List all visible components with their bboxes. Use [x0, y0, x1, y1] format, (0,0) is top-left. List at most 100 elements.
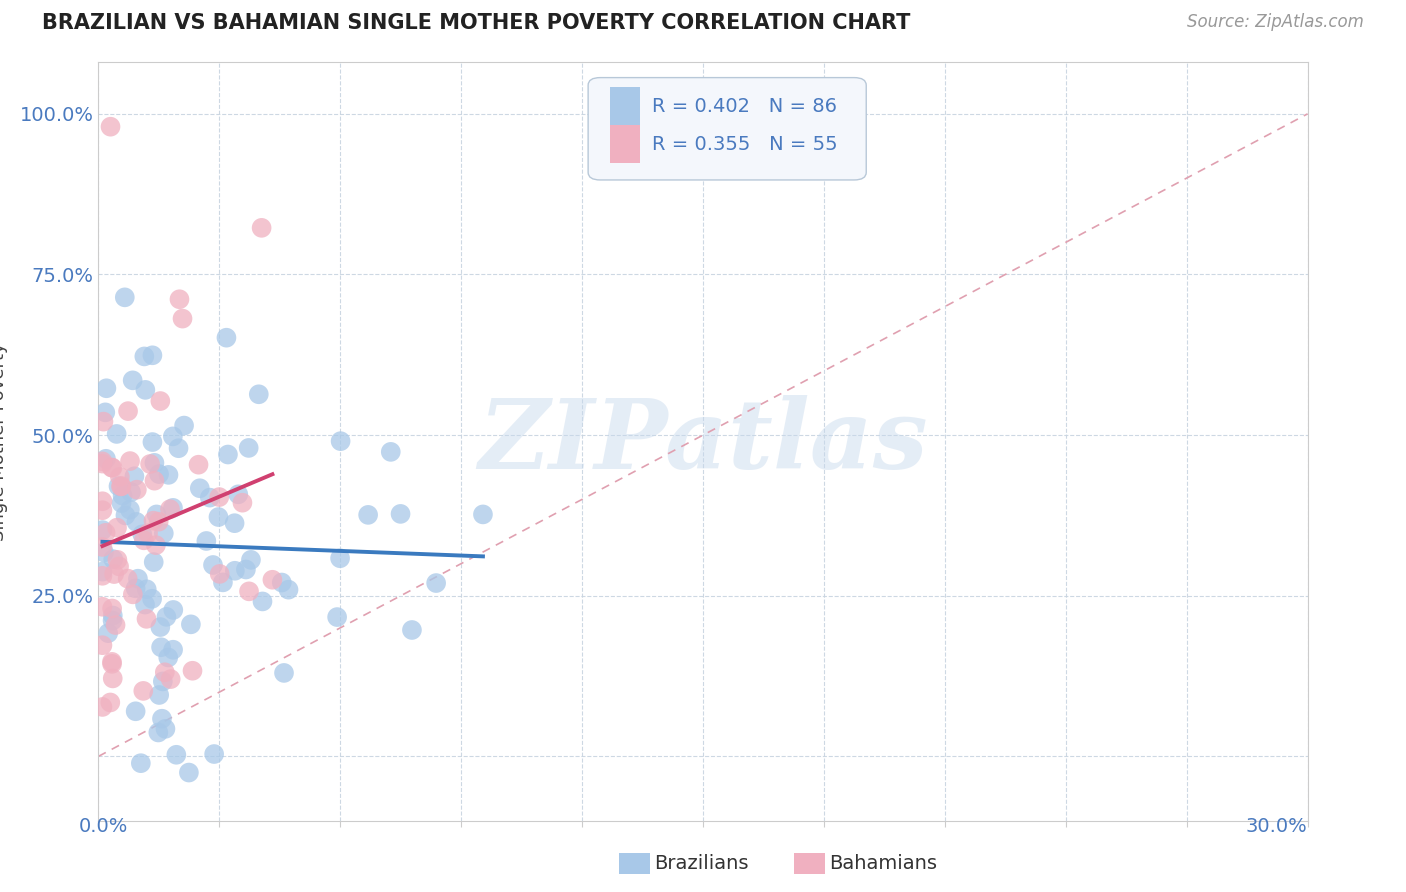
Point	[142, 555, 165, 569]
Point	[162, 603, 184, 617]
Point	[217, 448, 239, 462]
Point	[101, 672, 124, 686]
Point	[118, 502, 141, 516]
Text: ZIPatlas: ZIPatlas	[478, 394, 928, 489]
Point	[148, 467, 170, 481]
Point	[94, 451, 117, 466]
Point	[159, 672, 181, 686]
Point	[141, 591, 163, 606]
Point	[101, 657, 124, 671]
Point	[125, 515, 148, 529]
Point	[134, 350, 156, 364]
Point	[198, 491, 221, 505]
Point	[100, 460, 122, 475]
Point	[94, 525, 117, 540]
Point	[91, 540, 114, 554]
Point	[142, 514, 165, 528]
Text: BRAZILIAN VS BAHAMIAN SINGLE MOTHER POVERTY CORRELATION CHART: BRAZILIAN VS BAHAMIAN SINGLE MOTHER POVE…	[42, 13, 911, 33]
Point	[101, 601, 124, 615]
Point	[136, 526, 159, 541]
Point	[180, 617, 202, 632]
FancyBboxPatch shape	[610, 87, 640, 126]
Point	[202, 747, 225, 761]
Point	[172, 311, 194, 326]
Point	[91, 494, 114, 508]
Point	[91, 568, 114, 582]
Point	[98, 696, 121, 710]
Point	[93, 415, 115, 429]
Point	[231, 496, 253, 510]
Point	[149, 394, 172, 409]
Point	[91, 454, 114, 468]
Point	[181, 664, 204, 678]
Point	[148, 688, 170, 702]
Y-axis label: Single Mother Poverty: Single Mother Poverty	[0, 343, 8, 541]
Text: 30.0%: 30.0%	[1246, 817, 1308, 837]
FancyBboxPatch shape	[610, 126, 640, 163]
Point	[273, 665, 295, 680]
Point	[150, 712, 173, 726]
Point	[326, 610, 349, 624]
Point	[135, 612, 157, 626]
Point	[153, 526, 176, 541]
Point	[238, 441, 260, 455]
Point	[105, 553, 128, 567]
Point	[117, 572, 139, 586]
Point	[207, 510, 229, 524]
Point	[132, 684, 155, 698]
Point	[108, 470, 131, 484]
Point	[380, 445, 402, 459]
Point	[125, 483, 148, 497]
Point	[94, 405, 117, 419]
Point	[425, 576, 447, 591]
Point	[124, 582, 146, 596]
Point	[157, 650, 180, 665]
Point	[162, 429, 184, 443]
Point	[139, 457, 162, 471]
Point	[270, 575, 292, 590]
Point	[149, 620, 172, 634]
Point	[91, 523, 114, 537]
Point	[120, 485, 142, 500]
Point	[131, 527, 153, 541]
Point	[162, 500, 184, 515]
Point	[187, 458, 209, 472]
Point	[110, 479, 132, 493]
Point	[97, 626, 120, 640]
Point	[132, 533, 155, 548]
Point	[401, 623, 423, 637]
Point	[195, 533, 218, 548]
Point	[145, 508, 167, 522]
Point	[135, 582, 157, 597]
Point	[389, 507, 412, 521]
Point	[91, 565, 114, 579]
Point	[118, 454, 141, 468]
Point	[173, 418, 195, 433]
Point	[124, 469, 146, 483]
Point	[148, 515, 170, 529]
Point	[148, 725, 170, 739]
Point	[143, 456, 166, 470]
Point	[165, 747, 187, 762]
Point	[262, 573, 284, 587]
Point	[208, 490, 231, 504]
Point	[143, 474, 166, 488]
Point	[134, 383, 156, 397]
Point	[114, 290, 136, 304]
Point	[152, 674, 174, 689]
Point	[250, 220, 273, 235]
Point	[101, 460, 124, 475]
Point	[141, 348, 163, 362]
Point	[177, 765, 200, 780]
Point	[188, 481, 211, 495]
Point	[105, 426, 128, 441]
Point	[91, 457, 114, 471]
Point	[91, 599, 114, 614]
Point	[101, 655, 124, 669]
Point	[471, 508, 494, 522]
Point	[101, 608, 124, 623]
Text: 0.0%: 0.0%	[79, 817, 128, 837]
Point	[167, 441, 190, 455]
Point	[93, 545, 115, 559]
Point	[105, 521, 128, 535]
